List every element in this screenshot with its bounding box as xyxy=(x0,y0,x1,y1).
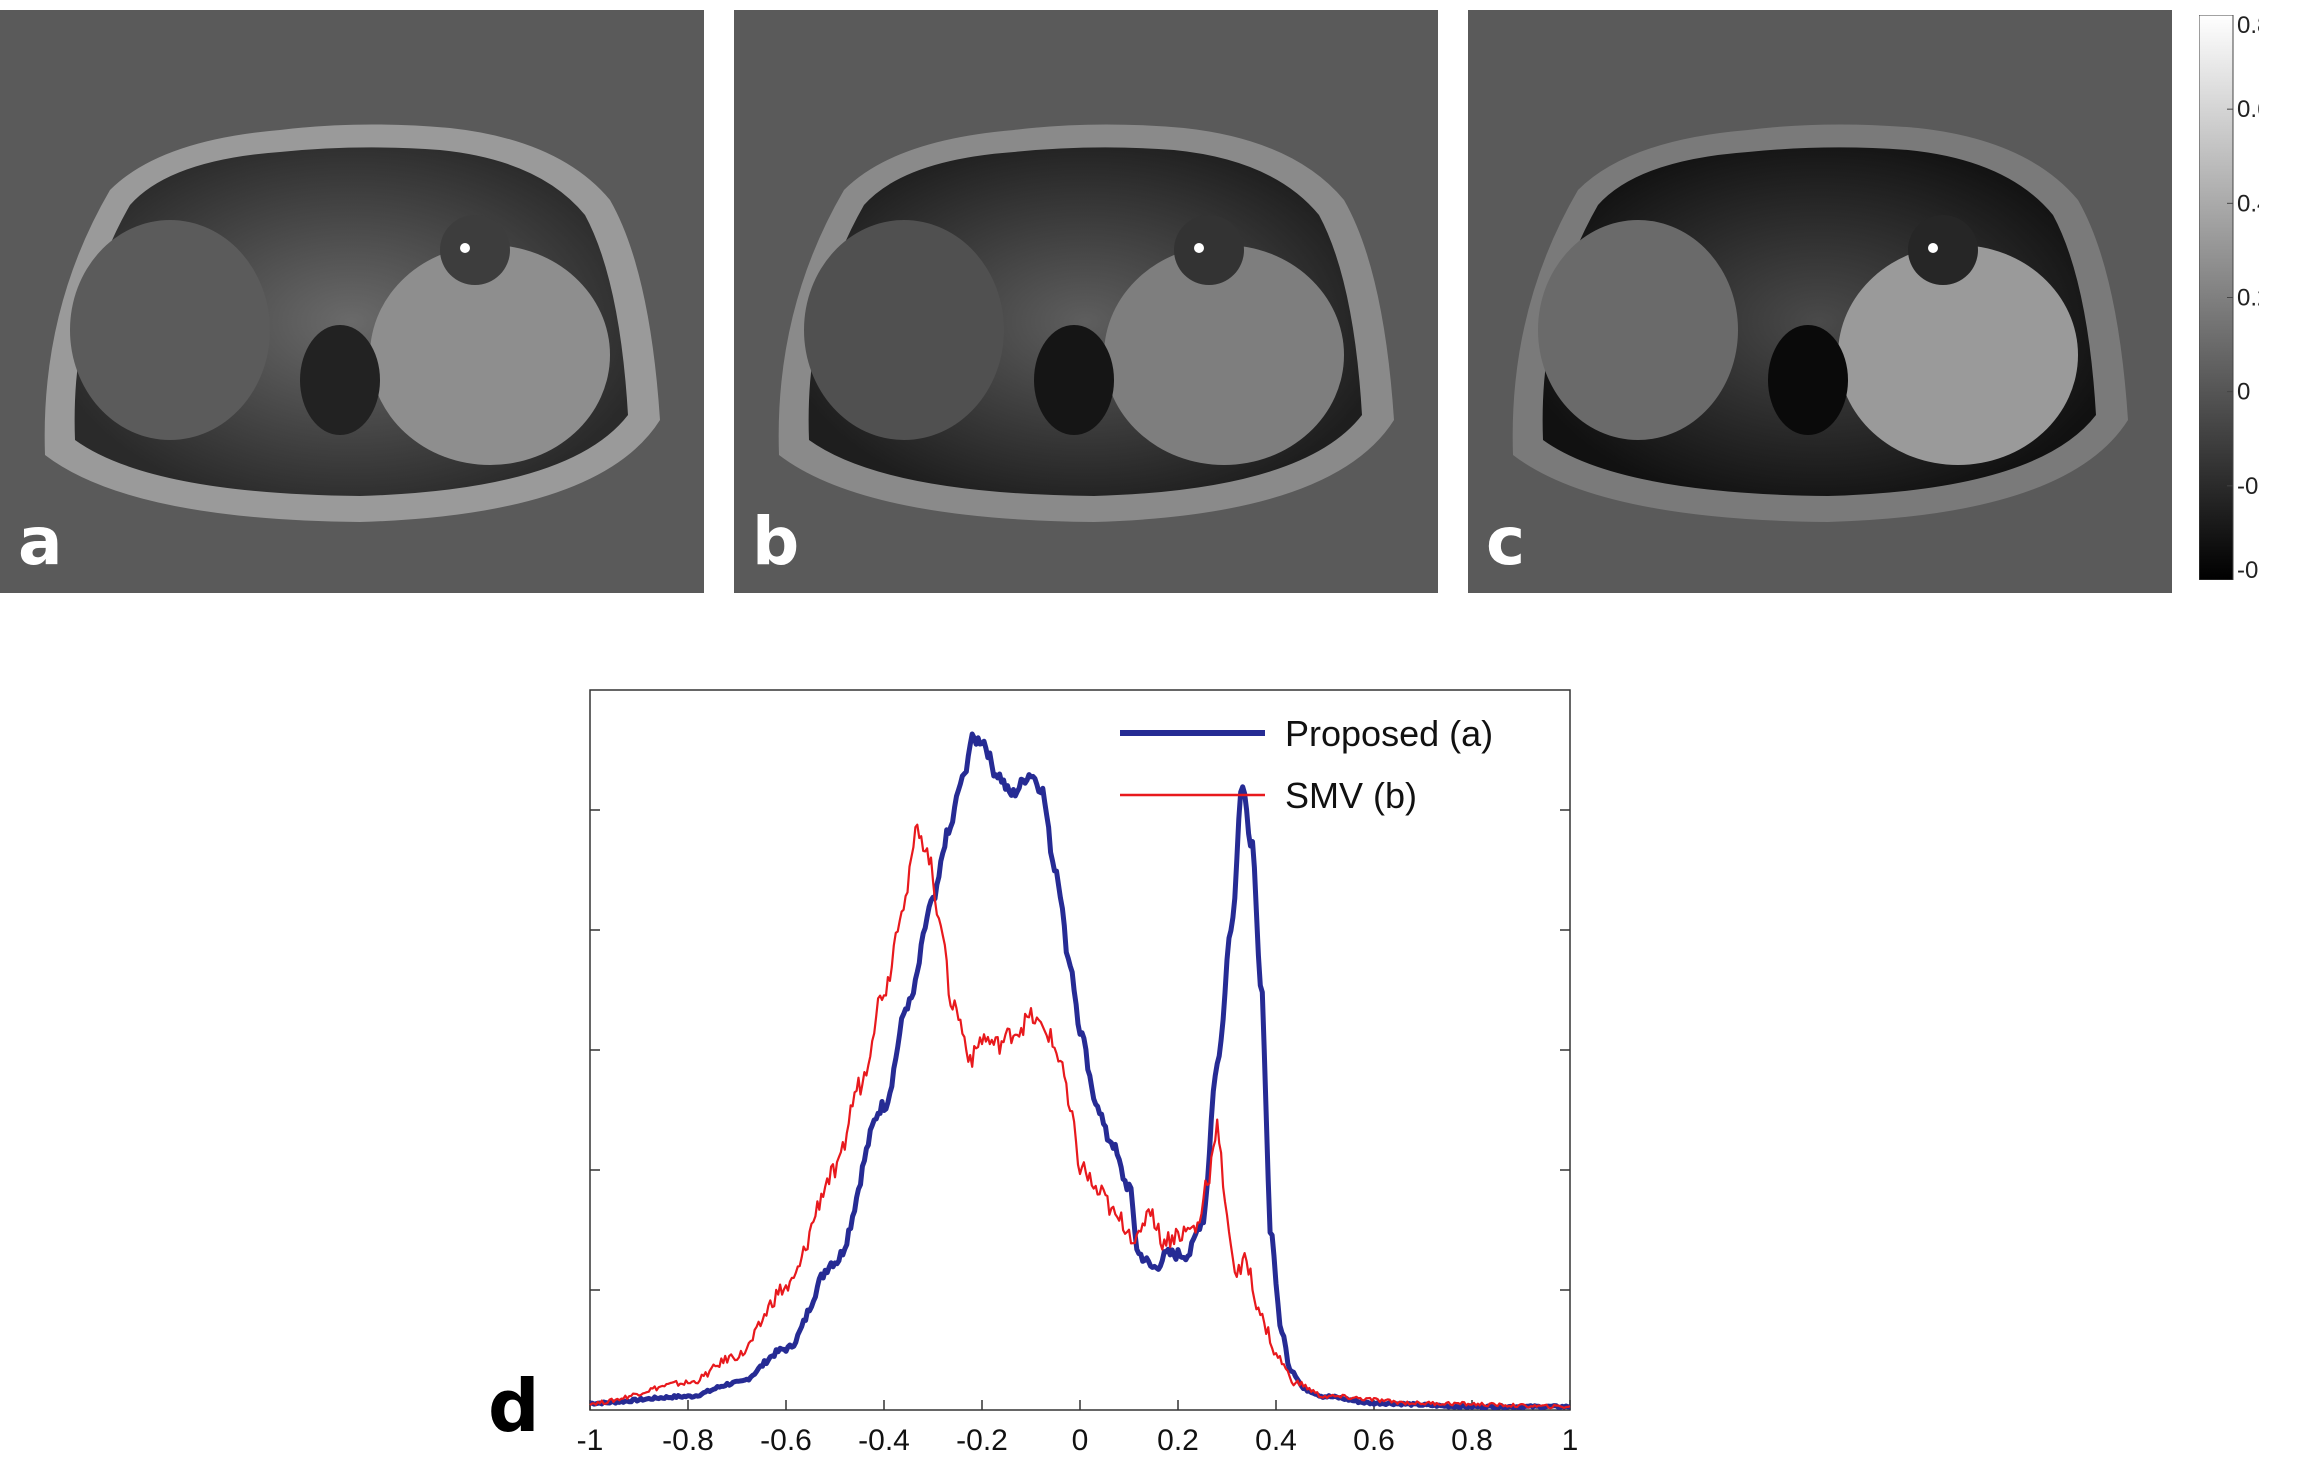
abdomen-slice-b xyxy=(778,124,1394,522)
histogram-plot: -1 -0.8 -0.6 -0.4 -0.2 0 0.2 0.4 0.6 0.8 1 Propose… xyxy=(577,689,1579,1457)
colorbar-tick-label: -0.4 xyxy=(2237,557,2259,580)
colorbar-tick-label: 0.6 xyxy=(2237,96,2259,123)
abdomen-slice-a xyxy=(44,124,660,522)
x-tick-label: 0.4 xyxy=(1255,1424,1297,1457)
x-tick-label: -0.4 xyxy=(858,1424,910,1457)
panel-label-a: a xyxy=(18,503,63,580)
legend-label-smv: SMV (b) xyxy=(1285,775,1417,816)
colorbar-tick-label: 0.2 xyxy=(2237,285,2259,312)
abdomen-slice-c xyxy=(1512,124,2128,522)
panel-label-b: b xyxy=(752,503,800,580)
colorbar-tick-label: 0 xyxy=(2237,379,2250,406)
x-tick-label: 0.2 xyxy=(1157,1424,1199,1457)
colorbar: 0.8 0.6 0.4 0.2 0 -0.2 -0.4 xyxy=(2199,15,2259,580)
x-tick-label: -1 xyxy=(577,1424,604,1457)
series-line-smv xyxy=(589,823,1571,1410)
x-tick-label: 0 xyxy=(1072,1424,1089,1457)
x-tick-label: -0.2 xyxy=(956,1424,1008,1457)
series-line-proposed xyxy=(589,731,1571,1411)
image-panel-b: b xyxy=(734,10,1438,593)
x-tick-label: 0.6 xyxy=(1353,1424,1395,1457)
plot-axes-box xyxy=(589,689,1571,1411)
x-tick-label: 0.8 xyxy=(1451,1424,1493,1457)
x-tick-label: -0.6 xyxy=(760,1424,812,1457)
x-tick-label: -0.8 xyxy=(662,1424,714,1457)
colorbar-tick-label: -0.2 xyxy=(2237,473,2259,500)
colorbar-tick-label: 0.8 xyxy=(2237,15,2259,39)
image-panel-c: c xyxy=(1468,10,2172,593)
image-panel-a: a xyxy=(0,10,704,593)
colorbar-tick-label: 0.4 xyxy=(2237,190,2259,217)
panel-label-c: c xyxy=(1486,503,1526,580)
legend-label-proposed: Proposed (a) xyxy=(1285,713,1493,754)
legend: Proposed (a) SMV (b) xyxy=(1120,713,1493,816)
panel-label-d: d xyxy=(488,1364,540,1448)
x-tick-label: 1 xyxy=(1562,1424,1579,1457)
